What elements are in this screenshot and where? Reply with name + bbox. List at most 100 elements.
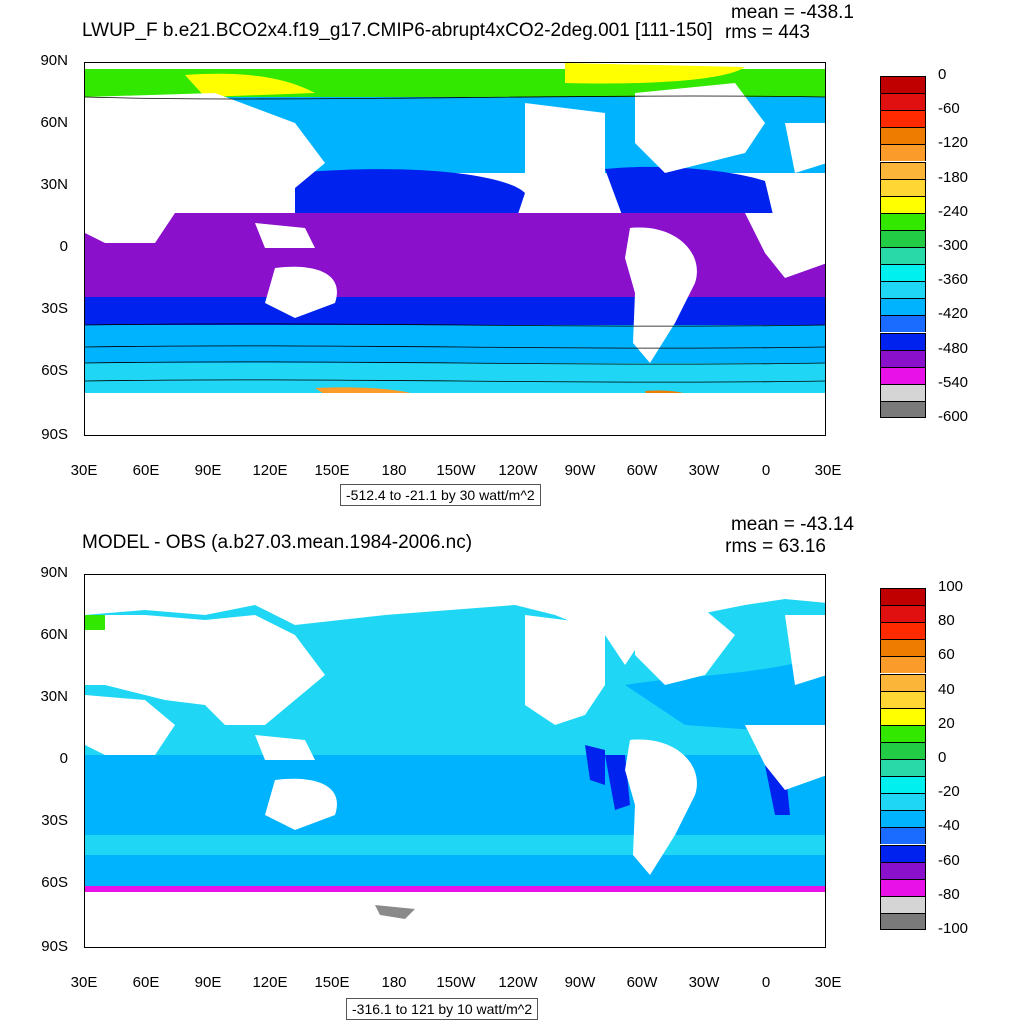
colorbar-label: -600: [938, 408, 969, 425]
mean-value: mean = -43.14: [730, 514, 854, 535]
colorbar-label: -540: [938, 373, 969, 391]
colorbar-swatch: [880, 776, 926, 794]
colorbar-label: -80: [938, 885, 960, 903]
lat-label: 90N: [40, 52, 68, 69]
lon-label: 90E: [194, 462, 222, 479]
colorbar-swatch: [880, 724, 926, 742]
colorbar-label: -420: [938, 305, 969, 323]
lon-label: 180: [381, 462, 407, 479]
lon-label: 30W: [688, 974, 720, 991]
lon-label: 30W: [688, 462, 720, 479]
colorbar-swatch: [880, 895, 926, 913]
colorbar-label: -480: [938, 339, 969, 357]
colorbar-label: -120: [938, 134, 969, 152]
panel-model-field: LWUP_F b.e21.BCO2x4.f19_g17.CMIP6-abrupt…: [40, 2, 968, 506]
lat-label: 90S: [41, 938, 68, 955]
colorbar-swatch: [880, 741, 926, 759]
colorbar-label: -60: [938, 851, 960, 869]
lon-label: 0: [761, 974, 771, 991]
lon-label: 60E: [132, 974, 160, 991]
colorbar-label: 0: [938, 66, 947, 83]
lon-label: 90W: [564, 462, 596, 479]
lat-label: 60S: [41, 874, 68, 891]
map-plot: [84, 62, 826, 436]
lat-label: 60N: [40, 114, 68, 131]
colorbar-label: 60: [938, 646, 955, 664]
contour-range-label: -316.1 to 121 by 10 watt/m^2: [346, 998, 539, 1020]
colorbar-swatch: [880, 366, 926, 384]
lon-label: 30E: [814, 974, 842, 991]
colorbar-label: 80: [938, 612, 955, 630]
lon-label: 120E: [252, 462, 288, 479]
colorbar-swatch: [880, 212, 926, 230]
lat-label: 60S: [41, 362, 68, 379]
colorbar-swatch: [880, 827, 926, 845]
colorbar: 100 80 60 40 20 0 -20 -40 -60 -80 -100: [880, 578, 968, 937]
lon-label: 90E: [194, 974, 222, 991]
lon-label: 150E: [314, 974, 350, 991]
lon-label: 150E: [314, 462, 350, 479]
rms-value: rms = 63.16: [725, 536, 826, 557]
colorbar-swatch: [880, 383, 926, 401]
lon-label: 60E: [132, 462, 160, 479]
contour-range-label: -512.4 to -21.1 by 30 watt/m^2: [340, 484, 541, 506]
colorbar-label: -60: [938, 100, 960, 118]
colorbar-swatch: [880, 229, 926, 247]
colorbar-label: 40: [938, 680, 955, 698]
colorbar-swatch: [880, 861, 926, 879]
colorbar-swatch: [880, 161, 926, 179]
colorbar-swatch: [880, 332, 926, 350]
colorbar: 0 -60 -120 -180 -240 -300 -360 -420 -480 -540 -600: [880, 66, 968, 425]
map-plot: [84, 574, 826, 948]
colorbar-label: -300: [938, 237, 969, 254]
mean-value: mean = -438.1: [730, 2, 854, 23]
lat-label: 90N: [40, 564, 68, 581]
lon-label: 90W: [564, 974, 596, 991]
colorbar-swatch: [880, 759, 926, 777]
lat-label: 0: [59, 750, 68, 767]
colorbar-label: -240: [938, 202, 969, 220]
colorbar-swatch: [880, 912, 926, 930]
lon-label: 30E: [814, 462, 842, 479]
panel-model-minus-obs: MODEL - OBS (a.b27.03.mean.1984-2006.nc)…: [0, 512, 1024, 1024]
lon-label: 30E: [70, 974, 98, 991]
colorbar-label: 0: [938, 749, 947, 766]
map-svg: [85, 575, 825, 947]
lat-label: 90S: [41, 426, 68, 443]
colorbar-swatch: [880, 400, 926, 418]
lon-label: 150W: [436, 974, 476, 991]
colorbar-swatch: [880, 588, 926, 606]
lon-label: 60W: [626, 974, 658, 991]
colorbar-label: -100: [938, 920, 969, 937]
panel-title: MODEL - OBS (a.b27.03.mean.1984-2006.nc): [82, 532, 473, 553]
colorbar-swatch: [880, 195, 926, 213]
lat-label: 30N: [40, 176, 68, 193]
colorbar-swatch: [880, 690, 926, 708]
colorbar-swatch: [880, 349, 926, 367]
colorbar-swatch: [880, 93, 926, 111]
colorbar-label: -360: [938, 271, 969, 289]
lat-label: 0: [59, 238, 68, 255]
colorbar-swatch: [880, 264, 926, 282]
panel-title: LWUP_F b.e21.BCO2x4.f19_g17.CMIP6-abrupt…: [82, 20, 713, 41]
colorbar-swatch: [880, 178, 926, 196]
colorbar-swatch: [880, 793, 926, 811]
colorbar-swatch: [880, 247, 926, 265]
lon-label: 120W: [498, 462, 538, 479]
lon-label: 0: [761, 462, 771, 479]
colorbar-swatch: [880, 315, 926, 333]
colorbar-swatch: [880, 76, 926, 94]
colorbar-swatch: [880, 622, 926, 640]
colorbar-swatch: [880, 639, 926, 657]
lon-label: 180: [381, 974, 407, 991]
lat-label: 60N: [40, 626, 68, 643]
colorbar-swatch: [880, 844, 926, 862]
colorbar-swatch: [880, 298, 926, 316]
colorbar-swatch: [880, 707, 926, 725]
colorbar-swatch: [880, 127, 926, 145]
lon-label: 120W: [498, 974, 538, 991]
colorbar-swatch: [880, 110, 926, 128]
lon-label: 30E: [70, 462, 98, 479]
lon-label: 120E: [252, 974, 288, 991]
colorbar-swatch: [880, 878, 926, 896]
